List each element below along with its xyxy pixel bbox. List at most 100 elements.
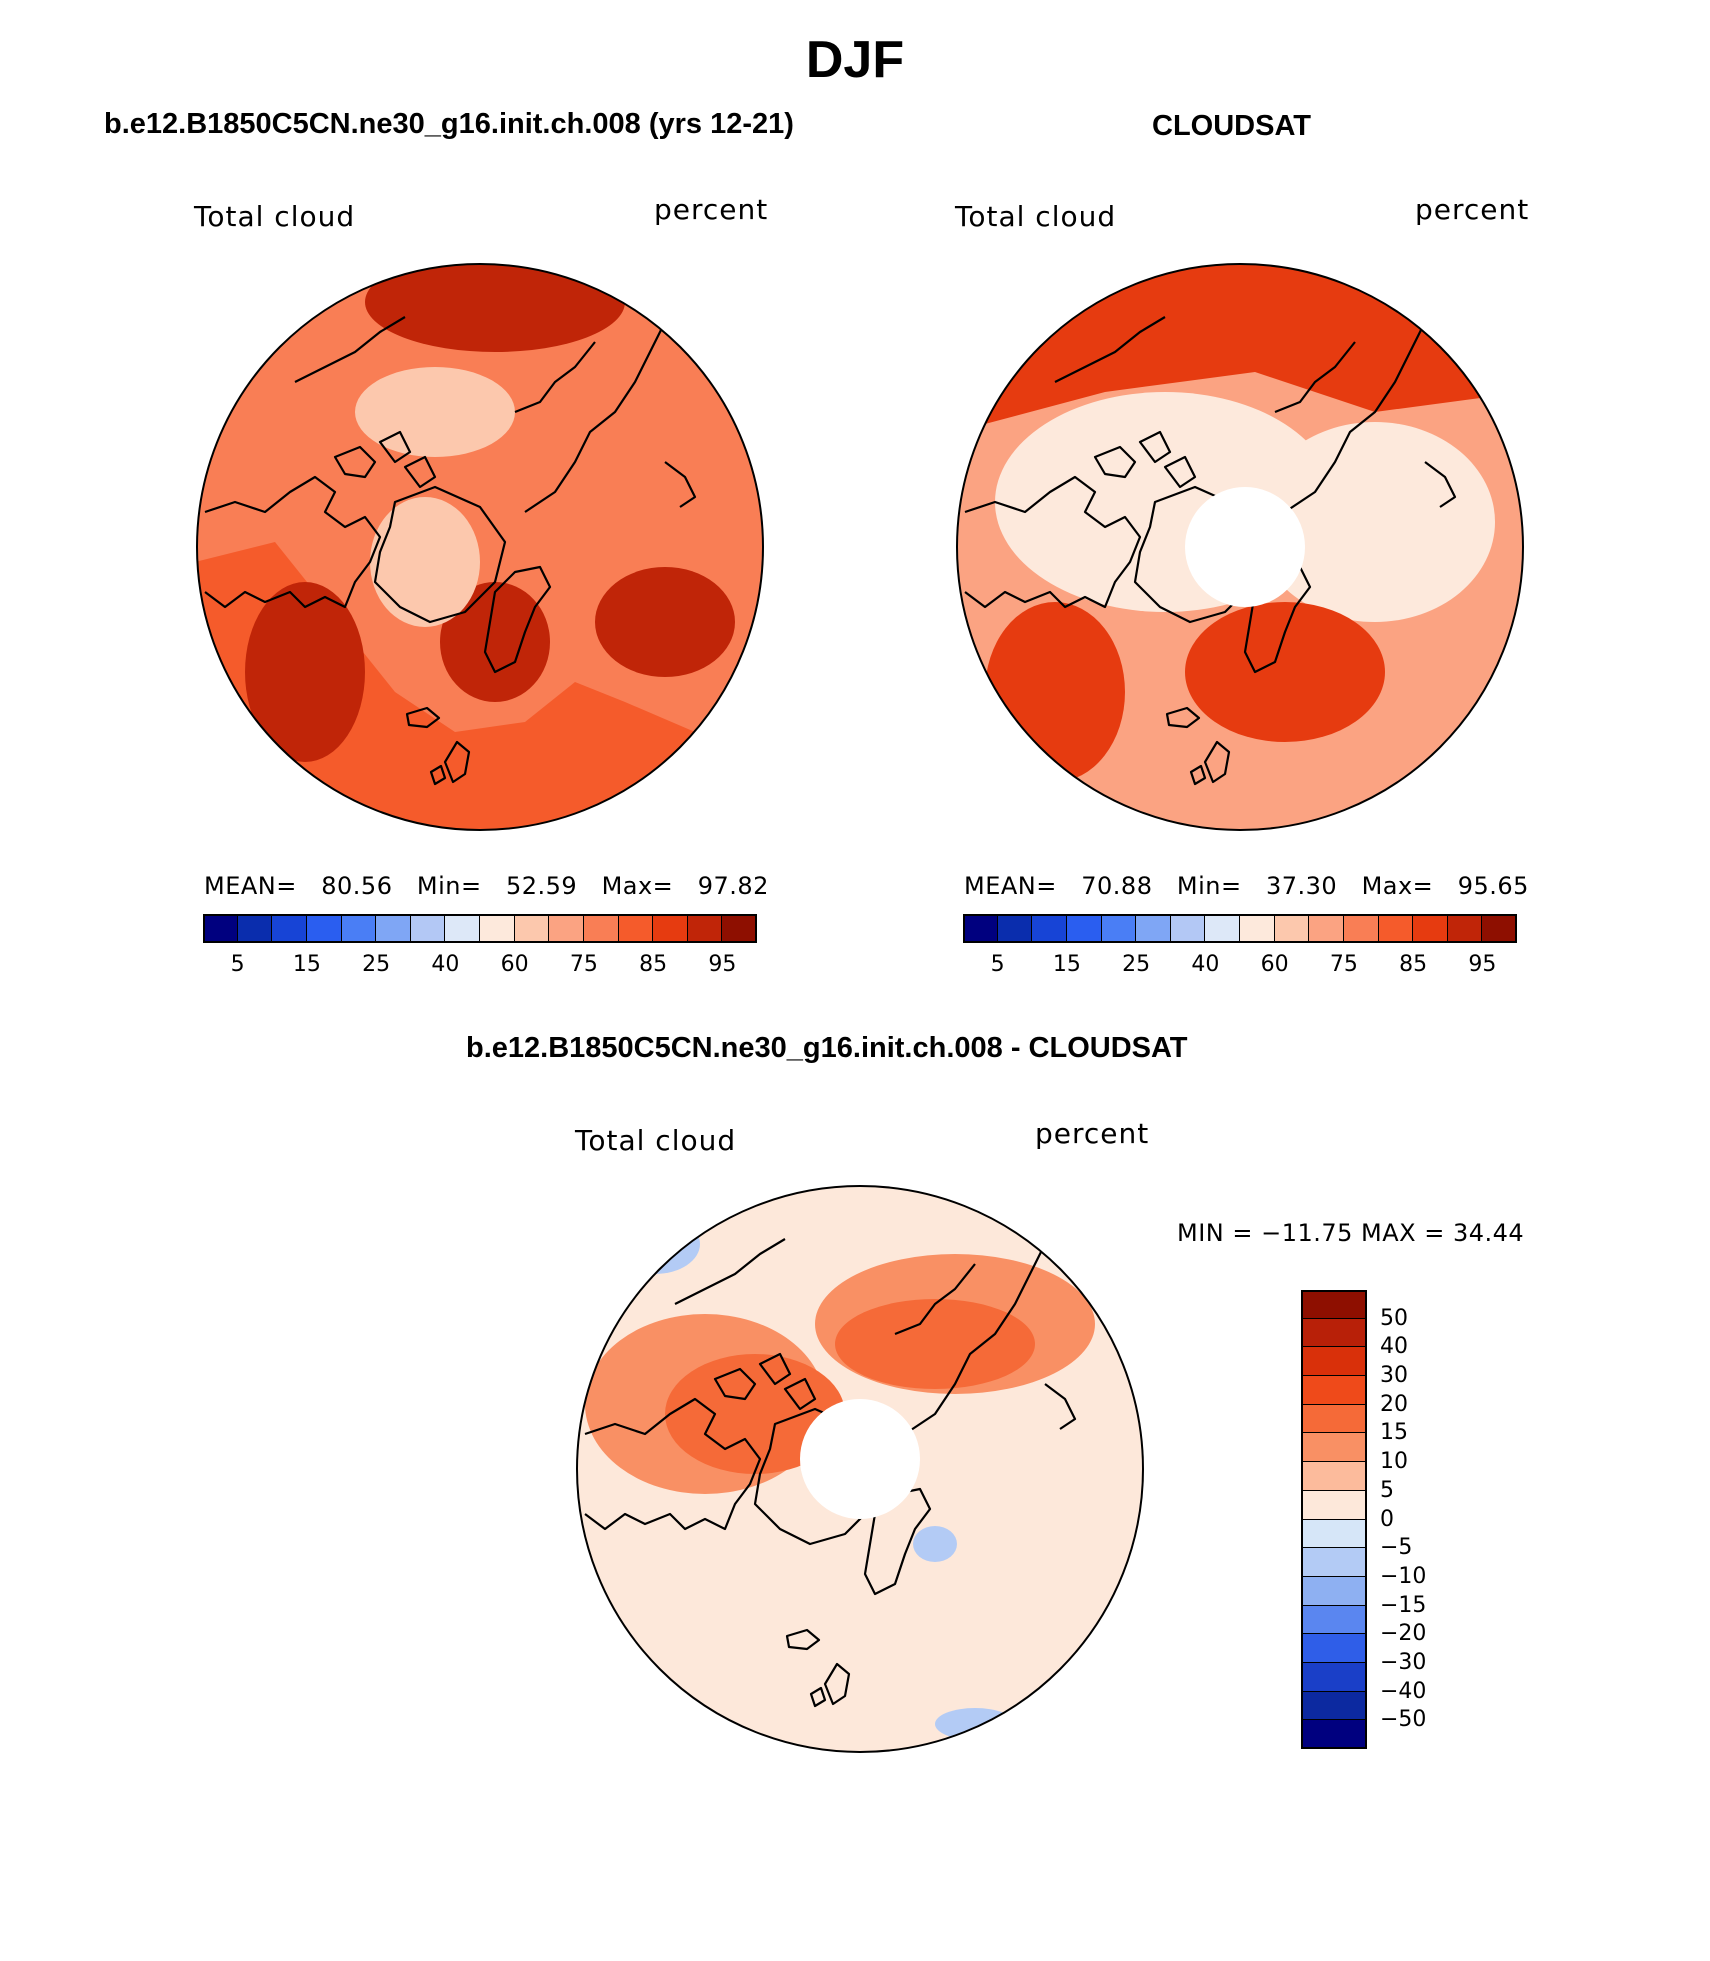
obs-coastline	[1274, 341, 1356, 414]
obs-coastline	[1424, 461, 1457, 508]
model-colorbar-tick-label: 75	[569, 952, 598, 977]
obs-stats: MEAN= 70.88 Min= 37.30 Max= 95.65	[964, 872, 1529, 900]
diff-coastline	[904, 1243, 1046, 1435]
diff-colorbar-bin	[1301, 1318, 1367, 1348]
obs-colorbar-bin	[1101, 914, 1137, 943]
diff-colorbar-bin	[1301, 1576, 1367, 1606]
diff-colorbar-tick-label: 40	[1380, 1334, 1408, 1360]
diff-colorbar-tick-label: 30	[1380, 1363, 1408, 1389]
diff-colorbar-bin	[1301, 1519, 1367, 1549]
obs-coastline	[1163, 455, 1197, 489]
obs-field-region	[957, 264, 1523, 432]
obs-colorbar-bin	[1066, 914, 1102, 943]
obs-coastline	[1189, 764, 1207, 786]
obs-coastline	[964, 475, 1142, 609]
diff-colorbar-bin	[1301, 1290, 1367, 1319]
model-field-region	[440, 582, 550, 702]
diff-colorbar-tick-label: 20	[1380, 1391, 1408, 1417]
model-colorbar-bin	[341, 914, 377, 943]
model-coastline	[429, 764, 447, 786]
model-colorbar-tick-label: 5	[230, 952, 245, 977]
diff-colorbar-bin	[1301, 1662, 1367, 1692]
obs-colorbar-bin	[997, 914, 1033, 943]
model-mean-value: 80.56	[321, 872, 393, 900]
obs-coastline	[1165, 706, 1201, 729]
diff-colorbar-tick-label: −10	[1380, 1563, 1427, 1589]
obs-colorbar-tick-label: 15	[1052, 952, 1081, 977]
model-min-label: Min=	[416, 872, 482, 900]
model-colorbar-bin	[410, 914, 446, 943]
diff-field-region	[913, 1526, 957, 1562]
diff-colorbar-bin	[1301, 1634, 1367, 1663]
diff-colorbar-tick-label: 5	[1380, 1477, 1394, 1503]
model-colorbar-bin	[376, 914, 411, 943]
obs-coastline	[1284, 321, 1426, 513]
model-mean-label: MEAN=	[204, 872, 297, 900]
diff-coastline	[758, 1352, 792, 1386]
obs-variable-label: Total cloud	[955, 200, 1117, 233]
model-field-region	[197, 542, 763, 830]
obs-colorbar	[963, 914, 1517, 943]
model-map-field	[197, 264, 763, 830]
diff-coastline	[713, 1367, 757, 1401]
model-coastline	[204, 475, 382, 609]
diff-colorbar-tick-label: −15	[1380, 1592, 1427, 1618]
model-colorbar-tick-label: 95	[708, 952, 737, 977]
diff-colorbar-bin	[1301, 1433, 1367, 1463]
model-max-label: Max=	[601, 872, 674, 900]
diff-colorbar-tick-label: −5	[1380, 1535, 1413, 1561]
model-field-region	[595, 567, 735, 677]
model-coastline	[514, 341, 596, 414]
figure-title: DJF	[805, 31, 905, 89]
diff-coastline	[584, 1397, 762, 1531]
obs-mean-label: MEAN=	[964, 872, 1057, 900]
model-colorbar-bin	[203, 914, 238, 943]
model-colorbar-tick-label: 25	[362, 952, 391, 977]
diff-colorbar-tick-label: −20	[1380, 1621, 1427, 1647]
diff-colorbar-bin	[1301, 1691, 1367, 1721]
diff-minmax: MIN = −11.75 MAX = 34.44	[1177, 1219, 1525, 1247]
model-field-region	[355, 367, 515, 457]
diff-field-region	[665, 1354, 845, 1474]
diff-colorbar-tick-label: 50	[1380, 1305, 1408, 1331]
model-colorbar-bin	[480, 914, 515, 943]
model-colorbar-bin	[514, 914, 550, 943]
model-colorbar-bin	[618, 914, 654, 943]
model-colorbar-tick-label: 40	[431, 952, 460, 977]
model-coastline	[378, 430, 412, 464]
model-coastline	[443, 740, 471, 784]
obs-colorbar-bin	[1413, 914, 1448, 943]
diff-coastline	[863, 1487, 932, 1596]
obs-coastline	[1138, 430, 1172, 464]
model-colorbar-bin	[653, 914, 688, 943]
obs-colorbar-bin	[1447, 914, 1483, 943]
diff-polar-gap	[800, 1399, 920, 1519]
diff-colorbar-bin	[1301, 1548, 1367, 1577]
diff-colorbar-tick-label: −30	[1380, 1649, 1427, 1675]
obs-colorbar-bin	[963, 914, 998, 943]
diff-coastline	[1044, 1383, 1077, 1430]
diff-colorbar-bin	[1301, 1347, 1367, 1377]
obs-min-label: Min=	[1176, 872, 1242, 900]
model-stats: MEAN= 80.56 Min= 52.59 Max= 97.82	[204, 872, 769, 900]
obs-colorbar-tick-label: 25	[1122, 952, 1151, 977]
obs-panel-header: CLOUDSAT	[1152, 110, 1311, 142]
model-coastline	[373, 485, 507, 624]
obs-map-border	[956, 263, 1524, 831]
model-coastline	[294, 316, 406, 383]
model-colorbar-ticks: 5 15 25 40 60 75 85 95	[203, 952, 757, 982]
obs-colorbar-tick-label: 60	[1260, 952, 1289, 977]
obs-polar-map	[956, 263, 1524, 831]
diff-coastline	[785, 1628, 821, 1651]
model-variable-label: Total cloud	[194, 200, 356, 233]
model-colorbar-tick-label: 85	[639, 952, 668, 977]
diff-field-region	[835, 1299, 1035, 1389]
obs-colorbar-tick-label: 85	[1399, 952, 1428, 977]
diff-coastline	[674, 1238, 786, 1305]
diff-colorbar-bin	[1301, 1404, 1367, 1434]
model-field-region	[245, 582, 365, 762]
obs-colorbar-tick-label: 75	[1329, 952, 1358, 977]
obs-colorbar-tick-label: 5	[990, 952, 1005, 977]
obs-colorbar-bin	[1240, 914, 1275, 943]
model-map-border	[196, 263, 764, 831]
